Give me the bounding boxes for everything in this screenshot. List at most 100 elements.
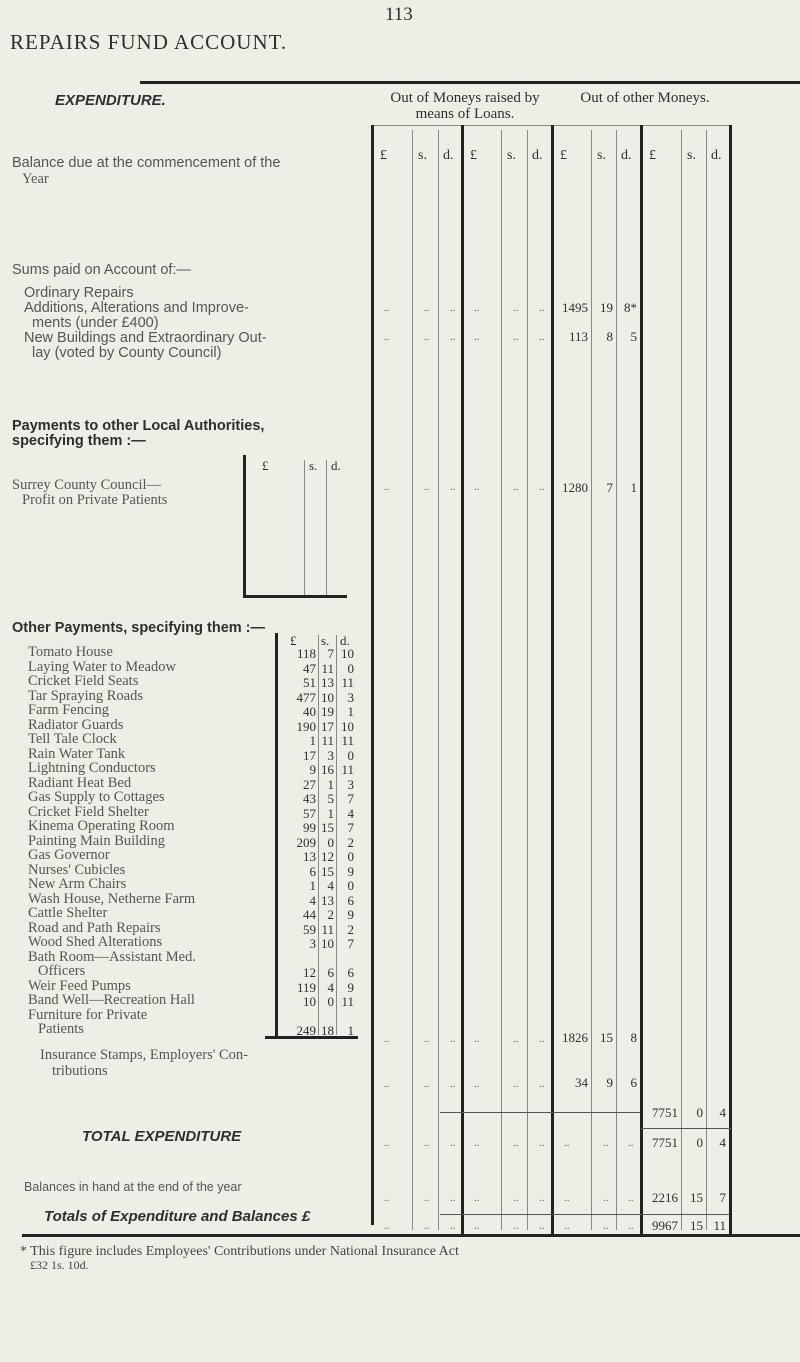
other-payment-d: 0	[347, 849, 355, 864]
other-payment-d: 3	[347, 689, 355, 705]
other-payment-label: Radiator Guards	[28, 716, 124, 733]
leader-dots: ..	[474, 1078, 480, 1090]
column-rule	[412, 130, 413, 1230]
other-payment-label: New Arm Chairs	[28, 876, 127, 892]
op-rule	[336, 635, 337, 1035]
column-rule	[438, 130, 439, 1230]
leader-dots: ..	[539, 1078, 545, 1090]
amount-d: 1	[630, 480, 638, 495]
rule	[440, 1214, 730, 1215]
other-payment-s: 7	[327, 646, 335, 661]
leader-dots: ..	[424, 1137, 430, 1149]
amount-d: 4	[719, 1105, 727, 1120]
leader-dots: ..	[603, 1137, 609, 1149]
leader-dots: ..	[539, 302, 545, 314]
pence-label: d.	[532, 148, 543, 163]
other-payment-d: 6	[347, 965, 355, 980]
sums-paid-label-2: ments (under £400)	[32, 315, 159, 331]
leader-dots: ..	[539, 1220, 545, 1232]
other-payment-l: 17	[303, 747, 316, 763]
column-rule	[591, 130, 592, 1230]
other-payment-l: 57	[303, 805, 316, 821]
other-payment-l: 1	[309, 733, 317, 748]
leader-dots: ..	[424, 1192, 430, 1204]
amount-d: 4	[719, 1135, 727, 1150]
amount-s: 8	[606, 329, 614, 344]
other-payment-l: 51	[303, 675, 316, 690]
other-payment-l: 12	[303, 965, 316, 980]
other-payment-l: 1	[309, 878, 317, 893]
la-label: Surrey County Council—	[12, 477, 162, 493]
sums-paid-label: New Buildings and Extraordinary Out-	[24, 330, 267, 346]
pound-label: £	[560, 148, 567, 163]
local-authorities-heading: Payments to other Local Authorities,	[12, 418, 265, 434]
leader-dots: ..	[450, 302, 456, 314]
other-payment-s: 15	[321, 820, 334, 835]
other-payment-l: 47	[303, 660, 316, 676]
leader-dots: ..	[539, 331, 545, 343]
amount-s: 9	[606, 1075, 614, 1090]
other-payment-l: 44	[303, 907, 316, 922]
pound-label: £	[262, 458, 269, 473]
shilling-label: s.	[321, 633, 330, 648]
amount-d: 8*	[624, 300, 637, 315]
amount-s: 7	[606, 480, 614, 495]
amount-d: 5	[630, 329, 638, 344]
total-expenditure-label: TOTAL EXPENDITURE	[82, 1128, 242, 1145]
balance-commencement-label: Balance due at the commencement of the	[12, 155, 281, 171]
rule	[641, 1128, 731, 1129]
amount-d: 8	[630, 1030, 638, 1045]
leader-dots: ..	[513, 1137, 519, 1149]
leader-dots: ..	[513, 1033, 519, 1045]
leader-dots: ..	[474, 481, 480, 493]
other-payment-label: Gas Supply to Cottages	[28, 789, 165, 805]
other-payment-label-2: Officers	[38, 963, 86, 979]
other-payment-d: 6	[347, 892, 355, 908]
top-rule	[140, 81, 800, 84]
leader-dots: ..	[603, 1192, 609, 1204]
amount-d: 7	[719, 1190, 727, 1205]
leader-dots: ..	[564, 1220, 570, 1232]
other-payment-s: 2	[327, 907, 335, 922]
column-rule	[551, 125, 554, 1235]
column-rule	[681, 130, 682, 1230]
footnote-2: £32 1s. 10d.	[30, 1258, 89, 1272]
other-payment-label: Wood Shed Alterations	[28, 934, 163, 950]
leader-dots: ..	[628, 1137, 634, 1149]
amount-l: 9967	[652, 1218, 678, 1233]
rule	[440, 1112, 640, 1113]
amount-s: 0	[696, 1105, 704, 1120]
other-payment-l: 43	[303, 791, 316, 806]
other-payment-d: 11	[341, 994, 354, 1009]
leader-dots: ..	[424, 481, 430, 493]
other-payment-l: 477	[296, 689, 317, 705]
amount-l: 1495	[562, 300, 588, 315]
other-payment-label: Cricket Field Seats	[28, 673, 139, 689]
column-rule	[527, 130, 528, 1230]
shilling-label: s.	[507, 148, 516, 163]
other-payment-s: 4	[327, 878, 335, 893]
other-payment-d: 11	[341, 675, 354, 690]
header-other: Out of other Moneys.	[580, 90, 710, 106]
leader-dots: ..	[424, 302, 430, 314]
other-payment-s: 11	[321, 921, 334, 937]
amount-l: 34	[575, 1075, 588, 1090]
pound-label: £	[290, 633, 297, 648]
op-rule	[265, 1036, 358, 1039]
other-payment-d: 2	[347, 921, 355, 937]
page-number: 113	[385, 4, 413, 25]
pound-label: £	[649, 148, 656, 163]
leader-dots: ..	[424, 1033, 430, 1045]
other-payment-d: 2	[347, 834, 355, 850]
other-payment-l: 99	[303, 820, 316, 835]
column-rule	[616, 130, 617, 1230]
pound-label: £	[470, 148, 477, 163]
op-rule	[318, 635, 319, 1035]
leader-dots: ..	[513, 331, 519, 343]
other-payment-l: 27	[303, 776, 316, 792]
leader-dots: ..	[384, 331, 390, 343]
la-rule	[326, 460, 327, 595]
leader-dots: ..	[450, 1137, 456, 1149]
other-payment-s: 4	[327, 979, 335, 995]
other-payments-heading: Other Payments, specifying them :—	[12, 620, 266, 636]
